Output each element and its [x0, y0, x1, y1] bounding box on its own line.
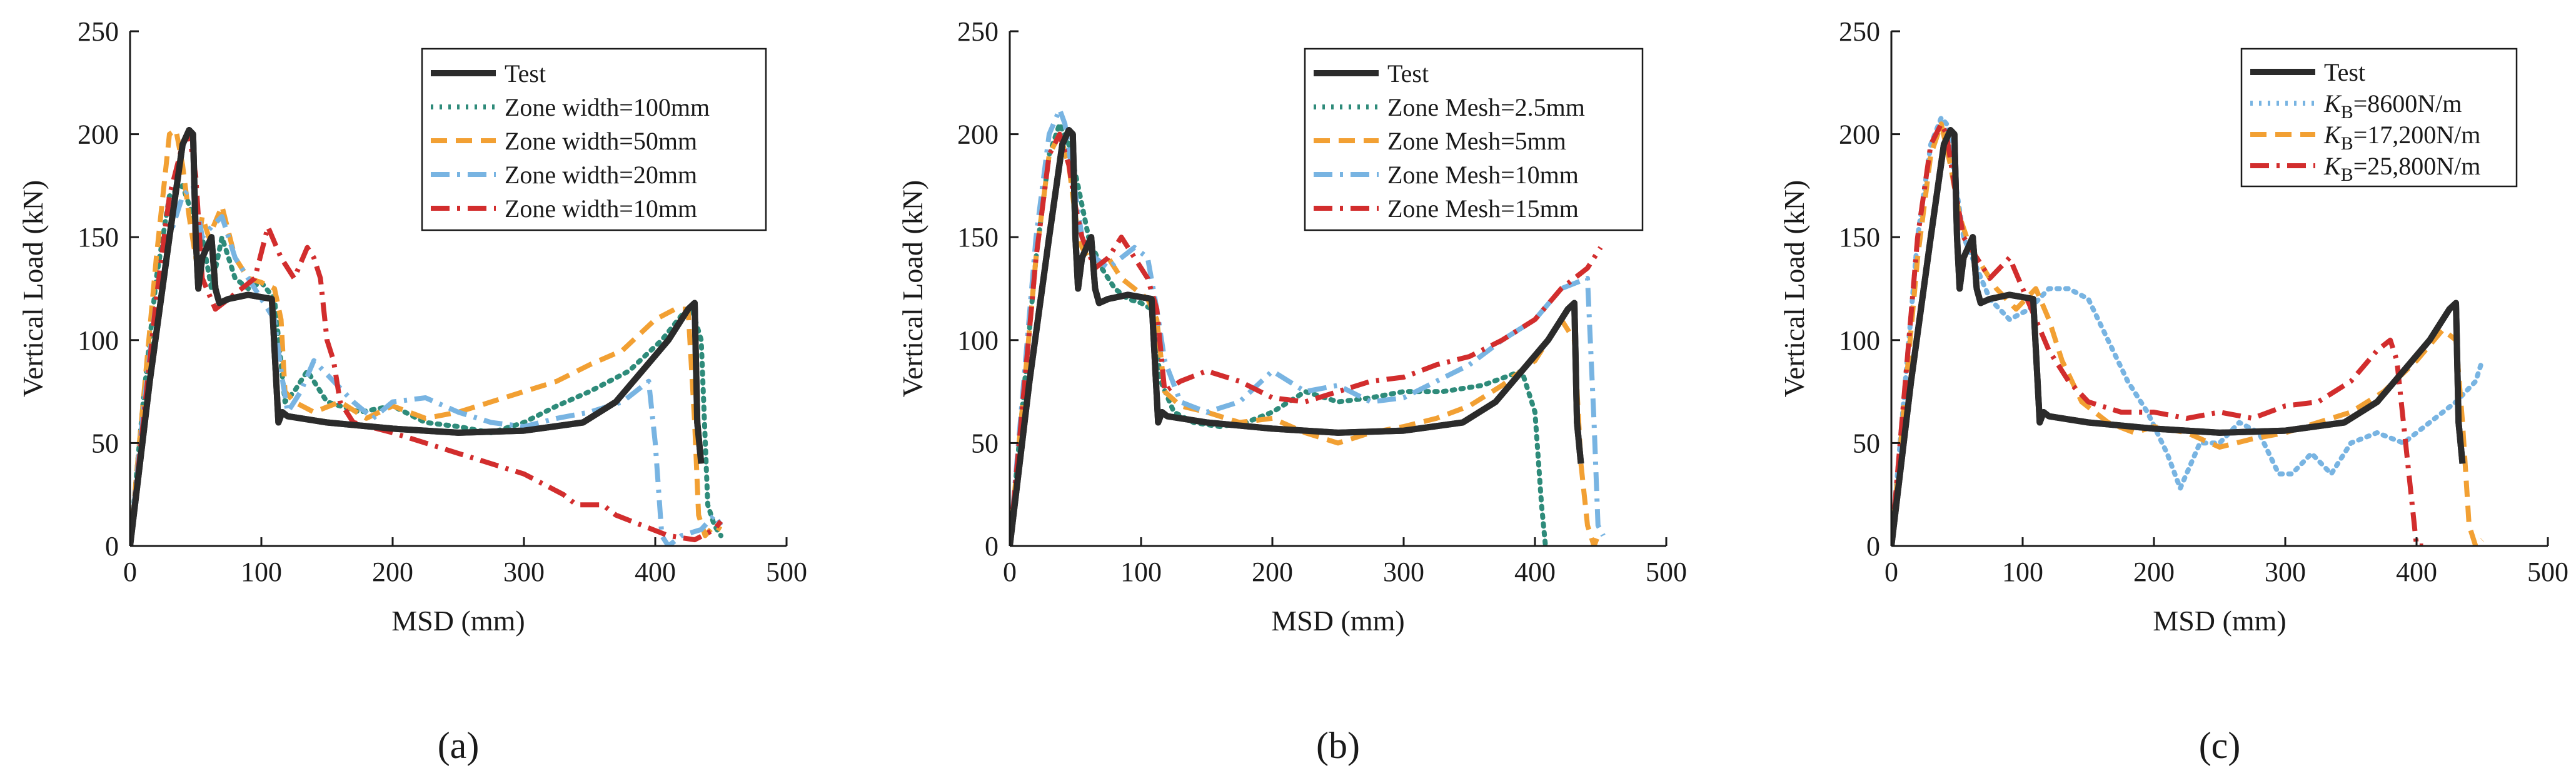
- legend-label: KB=17,200N/m: [2323, 121, 2480, 154]
- y-tick-label: 250: [78, 16, 119, 47]
- x-tick-label: 100: [1120, 557, 1162, 587]
- x-tick-label: 0: [123, 557, 137, 587]
- x-tick-label: 200: [372, 557, 413, 587]
- y-tick-label: 100: [78, 325, 119, 356]
- y-tick-label: 0: [1866, 531, 1880, 562]
- legend-label: Test: [2324, 58, 2365, 86]
- y-axis-title: Vertical Load (kN): [897, 180, 928, 397]
- y-tick-label: 250: [957, 16, 999, 47]
- x-tick-label: 500: [1646, 557, 1687, 587]
- y-tick-label: 0: [105, 531, 119, 562]
- series-group: [1891, 115, 2485, 546]
- x-tick-label: 100: [2002, 557, 2043, 587]
- series-line-5: [1010, 131, 1603, 546]
- legend-label: Test: [505, 59, 546, 88]
- x-tick-label: 0: [1884, 557, 1898, 587]
- x-axis-title: MSD (mm): [2153, 605, 2286, 637]
- legend-label: Zone Mesh=15mm: [1387, 194, 1579, 223]
- series-line-test-top: [130, 127, 705, 546]
- chart-panel-3: 0 100 200 300 400 500 0 50 100 150 200 250 MSD (mm) V…: [1778, 16, 2568, 766]
- y-tick-label: 50: [91, 428, 119, 458]
- legend-label: Zone width=10mm: [505, 194, 697, 223]
- chart-panel-2: 0 100 200 300 400 500 0 50 100 150 200 250 MSD (mm) V…: [897, 16, 1687, 766]
- legend-label: Test: [1387, 59, 1429, 88]
- series-line-4: [130, 183, 723, 546]
- y-axis-title: Vertical Load (kN): [1778, 180, 1810, 397]
- legend-label: Zone Mesh=2.5mm: [1387, 93, 1585, 121]
- x-tick-label: 300: [1383, 557, 1424, 587]
- legend: Test KB=8600N/mKB=17,200N/mKB=25,800N/m: [2240, 48, 2518, 188]
- legend: Test Zone Mesh=2.5mm Zone Mesh=5mm Zone Mes…: [1304, 48, 1644, 231]
- series-group: [1010, 107, 1606, 546]
- series-line-3: [130, 128, 723, 546]
- y-tick-label: 250: [1839, 16, 1880, 47]
- series-line-2: [1891, 115, 2485, 546]
- panel-label: (c): [2199, 725, 2241, 766]
- legend-label: KB=8600N/m: [2323, 89, 2462, 123]
- legend-label: Zone width=50mm: [505, 127, 697, 155]
- x-tick-label: 400: [1514, 557, 1556, 587]
- legend-label: Zone Mesh=5mm: [1387, 127, 1566, 155]
- x-tick-label: 400: [635, 557, 676, 587]
- x-tick-label: 500: [2527, 557, 2568, 587]
- legend-box: [421, 48, 767, 231]
- legend-label: Zone Mesh=10mm: [1387, 161, 1579, 189]
- y-tick-label: 100: [957, 325, 999, 356]
- x-tick-label: 300: [503, 557, 545, 587]
- y-tick-label: 200: [78, 119, 119, 150]
- x-tick-label: 300: [2265, 557, 2306, 587]
- series-line-4: [1891, 121, 2423, 546]
- chart-panel-1: 0 100 200 300 400 500 0 50 100 150 200 250 MSD (mm) V…: [17, 16, 807, 766]
- y-tick-label: 50: [1853, 428, 1880, 458]
- x-tick-label: 500: [766, 557, 807, 587]
- series-line-3: [1891, 121, 2484, 546]
- panel-label: (a): [438, 725, 480, 766]
- x-tick-label: 200: [2133, 557, 2175, 587]
- legend-label: Zone width=20mm: [505, 161, 697, 189]
- y-tick-label: 150: [957, 222, 999, 253]
- y-tick-label: 150: [1839, 222, 1880, 253]
- x-axis-title: MSD (mm): [1271, 605, 1404, 637]
- x-tick-label: 100: [241, 557, 282, 587]
- panel-label: (b): [1316, 725, 1360, 766]
- legend-label: Zone width=100mm: [505, 93, 710, 121]
- x-tick-label: 400: [2396, 557, 2437, 587]
- legend-label: KB=25,800N/m: [2323, 152, 2480, 185]
- x-tick-label: 200: [1252, 557, 1293, 587]
- y-tick-label: 50: [971, 428, 999, 458]
- series-line-test-top: [1010, 127, 1584, 546]
- series-line-test-top: [1891, 127, 2466, 546]
- legend: Test Zone width=100mm Zone width=50mm Zone …: [421, 48, 767, 231]
- x-axis-title: MSD (mm): [391, 605, 525, 637]
- legend-box: [1304, 48, 1644, 231]
- y-tick-label: 100: [1839, 325, 1880, 356]
- y-tick-label: 150: [78, 222, 119, 253]
- y-tick-label: 200: [1839, 119, 1880, 150]
- x-tick-label: 0: [1003, 557, 1017, 587]
- y-axis-title: Vertical Load (kN): [17, 180, 49, 397]
- series-line-4: [1010, 107, 1606, 546]
- series-group: [130, 127, 723, 546]
- y-tick-label: 0: [985, 531, 999, 562]
- y-tick-label: 200: [957, 119, 999, 150]
- series-line-2: [130, 183, 723, 546]
